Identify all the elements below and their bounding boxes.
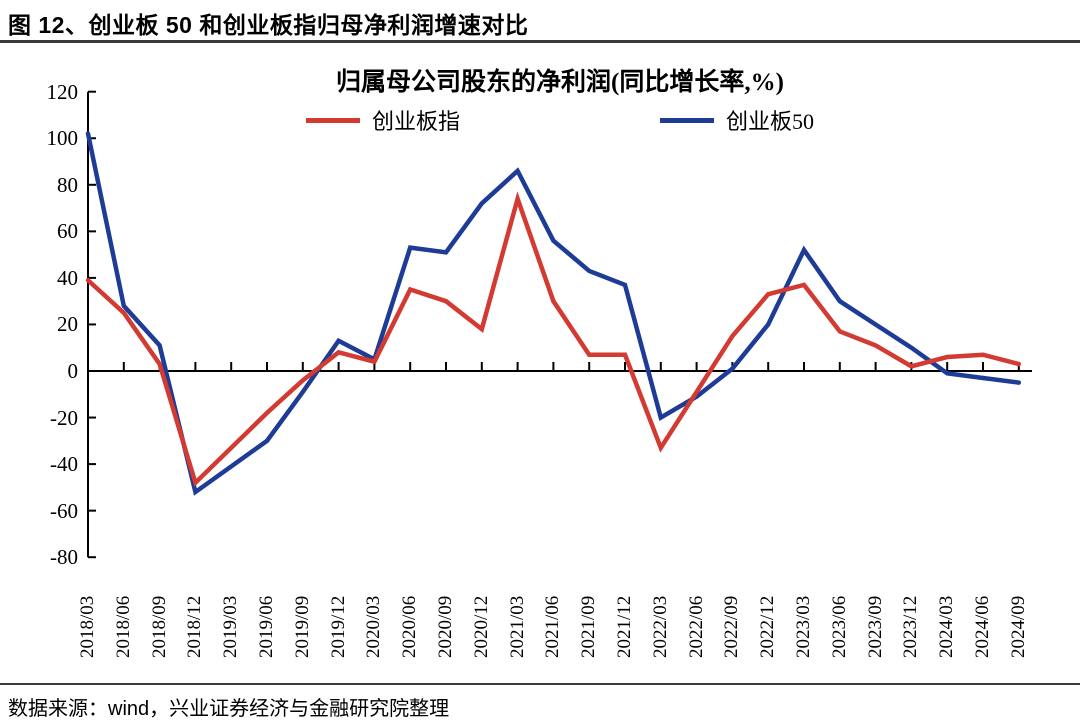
y-axis-label: 120 [46,79,79,104]
title-divider [0,40,1080,43]
y-axis-label: 60 [57,219,78,244]
legend-item: 创业板指 [305,104,460,136]
x-axis-label: 2021/06 [542,595,564,658]
x-axis-label: 2022/09 [721,595,743,658]
x-axis-label: 2018/06 [112,595,134,658]
source-note: 数据来源：wind，兴业证券经济与金融研究院整理 [8,698,450,720]
y-axis-label: -20 [50,405,78,430]
x-axis-label: 2023/12 [900,595,922,658]
x-axis-label: 2021/09 [578,595,600,658]
figure-title: 图 12、创业板 50 和创业板指归母净利润增速对比 [8,12,529,38]
x-axis-label: 2024/09 [1007,595,1029,658]
source-divider [0,683,1080,685]
y-axis-label: 20 [57,312,78,337]
y-axis-label: 100 [46,126,79,151]
x-axis-label: 2020/03 [363,595,385,658]
x-axis-label: 2019/06 [256,595,277,658]
x-axis-label: 2023/03 [793,595,814,658]
x-axis-label: 2021/03 [506,595,528,658]
x-axis-label: 2021/12 [614,595,635,658]
y-axis-label: -80 [50,545,78,570]
x-axis-label: 2022/03 [649,595,671,658]
x-axis-label: 2019/12 [327,595,349,658]
y-axis-label: 40 [57,265,78,290]
legend-line-swatch [660,117,714,123]
series-line-创业板50 [85,131,1022,496]
x-axis-label: 2018/03 [77,595,98,658]
x-axis-label: 2018/12 [184,595,206,658]
legend-label: 创业板指 [371,109,460,134]
chart-legend: 创业板指 创业板50 [0,104,1080,136]
x-axis-label: 2018/09 [148,595,170,658]
x-axis-label: 2020/06 [399,595,421,658]
legend-label: 创业板50 [726,109,815,134]
x-axis-label: 2020/09 [435,595,456,658]
x-axis-label: 2022/12 [757,595,779,658]
x-axis-label: 2023/06 [828,595,850,658]
x-axis-label: 2024/06 [972,595,993,658]
x-axis-label: 2019/03 [220,595,242,658]
y-axis-label: 80 [57,172,78,197]
legend-line-swatch [305,117,360,123]
series-line-创业板指 [85,191,1022,487]
x-axis-label: 2020/12 [470,595,492,658]
x-axis-label: 2022/06 [685,595,707,658]
x-axis-label: 2023/09 [864,595,886,658]
legend-item: 创业板50 [660,104,814,136]
x-axis-label: 2024/03 [936,595,958,658]
x-axis-label: 2019/09 [291,595,313,658]
chart-title: 归属母公司股东的净利润(同比增长率,%) [336,69,784,96]
y-axis-label: 0 [67,359,79,383]
y-axis-label: -40 [50,452,78,477]
y-axis-label: -60 [50,498,78,523]
